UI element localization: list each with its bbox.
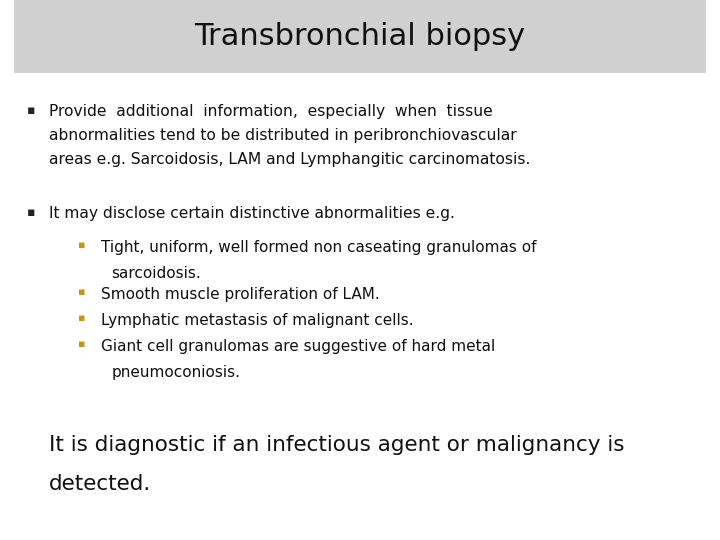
Text: detected.: detected. bbox=[49, 474, 151, 494]
Text: ▪: ▪ bbox=[78, 240, 85, 251]
Text: ▪: ▪ bbox=[78, 287, 85, 298]
Text: ▪: ▪ bbox=[78, 339, 85, 349]
Text: areas e.g. Sarcoidosis, LAM and Lymphangitic carcinomatosis.: areas e.g. Sarcoidosis, LAM and Lymphang… bbox=[49, 152, 531, 167]
Text: sarcoidosis.: sarcoidosis. bbox=[112, 266, 202, 281]
Text: Provide  additional  information,  especially  when  tissue: Provide additional information, especial… bbox=[49, 104, 492, 119]
Text: ▪: ▪ bbox=[27, 206, 36, 219]
Text: ▪: ▪ bbox=[27, 104, 36, 117]
Text: abnormalities tend to be distributed in peribronchiovascular: abnormalities tend to be distributed in … bbox=[49, 128, 516, 143]
Bar bbox=[14, 0, 706, 73]
Text: It may disclose certain distinctive abnormalities e.g.: It may disclose certain distinctive abno… bbox=[49, 206, 455, 221]
Text: Transbronchial biopsy: Transbronchial biopsy bbox=[194, 22, 526, 51]
Text: ▪: ▪ bbox=[78, 313, 85, 323]
Text: pneumoconiosis.: pneumoconiosis. bbox=[112, 365, 240, 380]
Text: Smooth muscle proliferation of LAM.: Smooth muscle proliferation of LAM. bbox=[101, 287, 379, 302]
Text: Lymphatic metastasis of malignant cells.: Lymphatic metastasis of malignant cells. bbox=[101, 313, 413, 328]
Text: Giant cell granulomas are suggestive of hard metal: Giant cell granulomas are suggestive of … bbox=[101, 339, 495, 354]
Text: Tight, uniform, well formed non caseating granulomas of: Tight, uniform, well formed non caseatin… bbox=[101, 240, 536, 255]
Text: It is diagnostic if an infectious agent or malignancy is: It is diagnostic if an infectious agent … bbox=[49, 435, 624, 455]
